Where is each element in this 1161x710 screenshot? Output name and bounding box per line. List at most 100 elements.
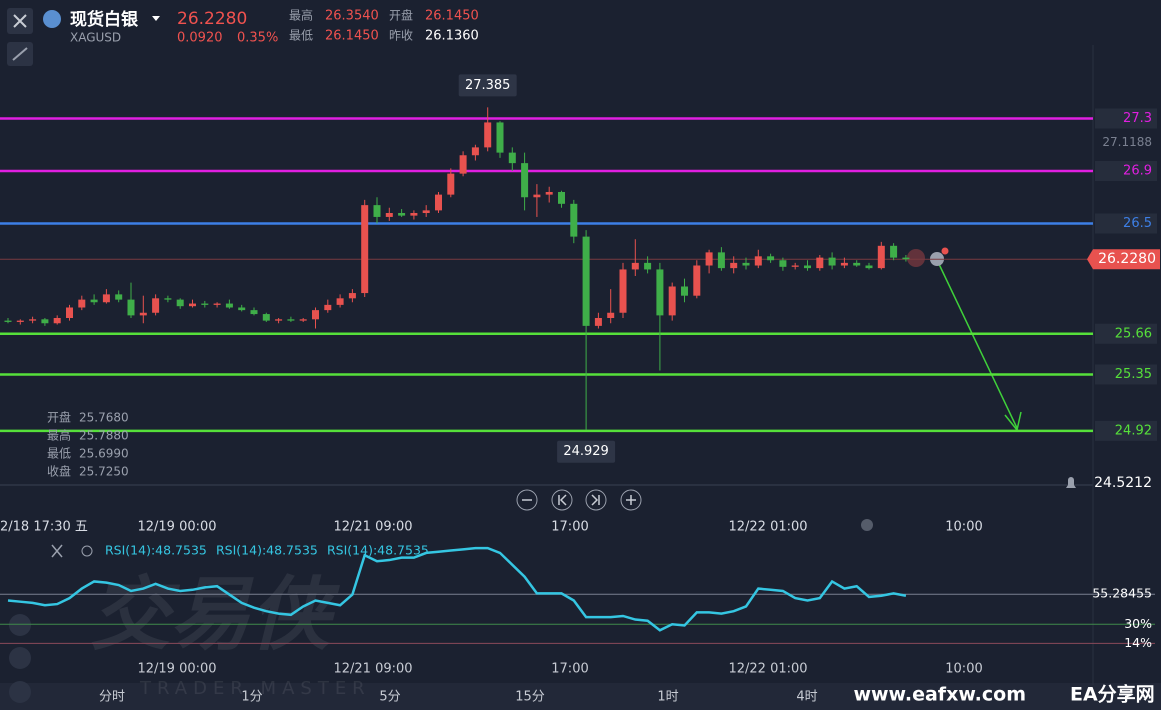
stat-label: 昨收 xyxy=(389,29,413,43)
candle-body xyxy=(4,320,12,322)
annotation-box xyxy=(458,74,517,97)
level-label: 26.9 xyxy=(1123,164,1152,179)
nav-buttons xyxy=(516,489,642,511)
level-label: 24.92 xyxy=(1115,423,1152,438)
candle-body xyxy=(508,152,516,164)
level-label: 25.66 xyxy=(1115,326,1152,341)
candle-body xyxy=(705,252,713,266)
current-glow xyxy=(907,249,925,267)
rsi-settings[interactable] xyxy=(81,545,93,557)
period-tab[interactable]: 分时 xyxy=(99,690,125,705)
candle-body xyxy=(681,286,688,296)
candle-body xyxy=(545,192,553,195)
stat-label: 最低 xyxy=(289,29,313,43)
scroll-left[interactable] xyxy=(551,489,573,511)
candle-body xyxy=(816,257,824,269)
candle-body xyxy=(459,155,467,174)
scroll-dot[interactable] xyxy=(861,519,873,531)
candle-body xyxy=(594,318,602,326)
candle-body xyxy=(742,262,750,266)
candle-body xyxy=(890,245,898,258)
info-label: 开盘 xyxy=(47,410,71,425)
alert-icon[interactable] xyxy=(1066,477,1076,488)
level-tag xyxy=(1095,364,1157,385)
tool-button[interactable] xyxy=(9,681,31,703)
candle-body xyxy=(447,173,455,195)
scroll-right[interactable] xyxy=(585,489,607,511)
candle-body xyxy=(631,262,639,270)
brand-watermark: EA分享网 xyxy=(1070,683,1155,706)
candle-body xyxy=(521,163,529,198)
stat-label: 开盘 xyxy=(389,8,413,23)
zoom-in[interactable] xyxy=(620,489,642,511)
candle-body xyxy=(435,194,442,211)
tool-button[interactable] xyxy=(9,614,31,636)
level-tag xyxy=(1095,213,1157,234)
rsi-close[interactable] xyxy=(51,544,63,558)
stat-value: 26.3540 xyxy=(325,9,379,24)
watermark-en: TRADER MASTER xyxy=(139,678,371,699)
candle-body xyxy=(693,265,701,296)
candle-body xyxy=(767,256,775,261)
candle-body xyxy=(607,312,615,318)
candle-body xyxy=(348,293,356,299)
close-icon xyxy=(13,14,27,28)
candle-body xyxy=(656,269,664,316)
zoom-out[interactable] xyxy=(516,489,538,511)
candle-body xyxy=(152,298,160,313)
rsi-level-label: 30% xyxy=(1124,616,1152,631)
time-label: 12/19 00:00 xyxy=(137,662,216,677)
period-tab[interactable]: 1分 xyxy=(241,690,262,705)
level-label: 26.5 xyxy=(1123,216,1152,231)
candle-body xyxy=(41,319,49,324)
candle-body xyxy=(312,310,319,320)
dropdown-icon[interactable] xyxy=(152,16,160,21)
candle-body xyxy=(287,319,295,321)
stat-label: 最高 xyxy=(289,8,313,23)
time-label: 12/21 09:00 xyxy=(333,662,412,677)
candle-body xyxy=(336,298,344,305)
period-tab[interactable]: 4时 xyxy=(796,690,817,705)
tool-button[interactable] xyxy=(9,647,31,669)
level-tag xyxy=(1095,323,1157,344)
candle-body xyxy=(410,213,418,216)
candle-body xyxy=(201,303,209,305)
candle-body xyxy=(840,262,848,266)
rsi-level-label: 14% xyxy=(1124,635,1152,650)
period-tab[interactable]: 5分 xyxy=(379,690,400,705)
info-value: 25.7250 xyxy=(79,465,129,479)
time-label: 12/22 01:00 xyxy=(728,662,807,677)
candle-body xyxy=(78,299,86,308)
period-tab[interactable]: 1时 xyxy=(657,690,678,705)
annotation: 24.929 xyxy=(563,444,609,459)
candle-body xyxy=(225,303,233,308)
time-label: 12/22 01:00 xyxy=(728,520,807,535)
candle-body xyxy=(299,319,307,321)
site-watermark: www.eafxw.com xyxy=(853,684,1026,706)
candle-body xyxy=(484,122,492,148)
candle-body xyxy=(139,312,147,316)
alert-dot xyxy=(941,247,949,255)
candle-body xyxy=(902,257,910,260)
candle-body xyxy=(754,256,762,266)
candle-body xyxy=(29,319,37,321)
nav-icons xyxy=(522,494,636,506)
stat-value: 26.1360 xyxy=(425,29,479,44)
current-price-tag xyxy=(1087,249,1160,270)
candle-body xyxy=(533,194,541,198)
candle-body xyxy=(853,262,861,266)
level-tag xyxy=(1095,108,1157,129)
candle-body xyxy=(644,262,652,270)
candle-body xyxy=(53,318,61,324)
candle-body xyxy=(668,286,676,316)
rsi-label: RSI(14):48.7535 xyxy=(327,543,429,558)
candle-body xyxy=(582,236,590,326)
period-tab[interactable]: 15分 xyxy=(515,690,545,705)
candle-body xyxy=(189,303,196,307)
last-price: 26.2280 xyxy=(177,9,247,29)
level-label: 27.3 xyxy=(1123,111,1152,126)
rsi-level-label: 55.28455 xyxy=(1092,586,1152,601)
info-value: 25.7680 xyxy=(79,411,129,425)
time-label: 12/21 09:00 xyxy=(333,520,412,535)
info-label: 收盘 xyxy=(47,464,71,479)
